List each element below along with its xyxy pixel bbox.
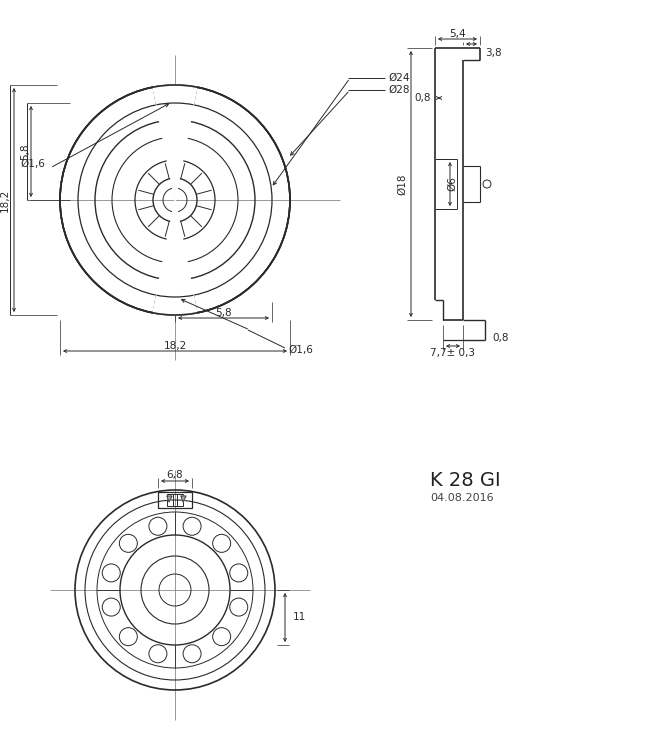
Text: 18,2: 18,2 bbox=[0, 188, 10, 212]
Text: Ø1,6: Ø1,6 bbox=[288, 345, 313, 355]
Text: 04.08.2016: 04.08.2016 bbox=[430, 493, 493, 503]
Text: 7,7± 0,3: 7,7± 0,3 bbox=[430, 348, 476, 358]
Polygon shape bbox=[153, 200, 197, 315]
Polygon shape bbox=[153, 85, 197, 200]
Text: 3,8: 3,8 bbox=[485, 48, 502, 58]
Text: Ø6: Ø6 bbox=[447, 177, 457, 191]
Text: 0,8: 0,8 bbox=[415, 93, 431, 103]
Text: Ø18: Ø18 bbox=[397, 173, 407, 195]
Text: 5,8: 5,8 bbox=[215, 308, 232, 318]
Text: 18,2: 18,2 bbox=[163, 341, 187, 351]
Bar bbox=[173, 494, 183, 506]
Text: Ø1,6: Ø1,6 bbox=[20, 159, 45, 169]
Text: 5,4: 5,4 bbox=[449, 29, 466, 39]
Polygon shape bbox=[167, 496, 172, 502]
Text: 5,8: 5,8 bbox=[20, 143, 30, 160]
Bar bbox=[167, 494, 177, 506]
Text: Ø24: Ø24 bbox=[388, 73, 410, 83]
Bar bbox=[158, 492, 192, 508]
Text: K 28 GI: K 28 GI bbox=[430, 470, 500, 489]
Text: 0,8: 0,8 bbox=[492, 333, 508, 343]
Text: Ø28: Ø28 bbox=[388, 85, 410, 95]
Polygon shape bbox=[181, 496, 186, 502]
Text: 6,8: 6,8 bbox=[166, 470, 183, 480]
Text: 11: 11 bbox=[293, 612, 306, 622]
